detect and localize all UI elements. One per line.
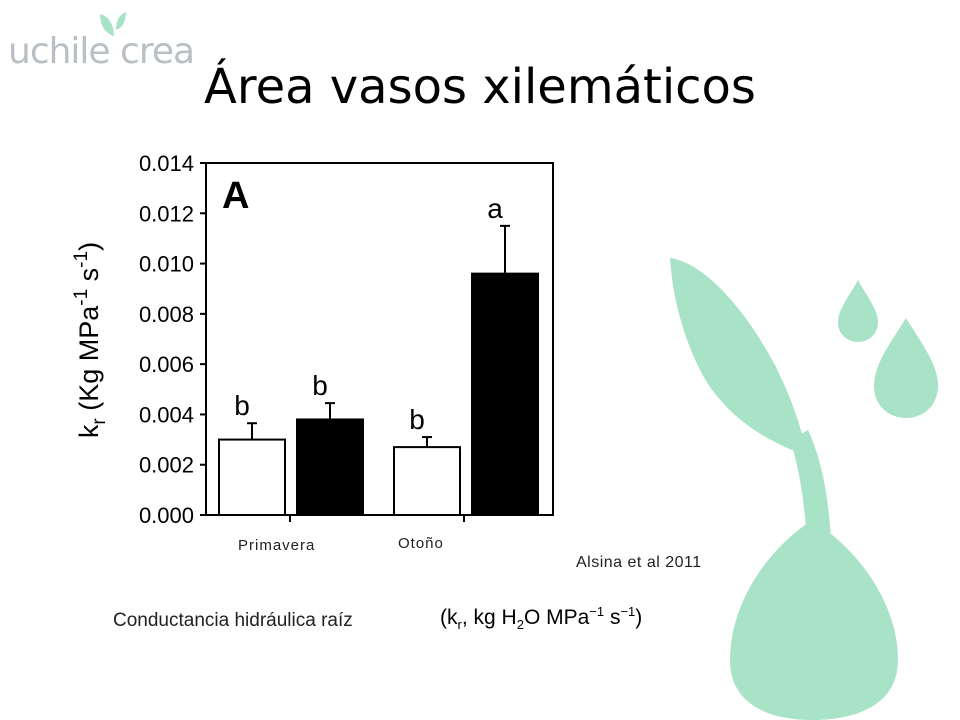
panel-label: A: [222, 175, 249, 217]
unit-expression: (kr, kg H2O MPa−1 s−1): [440, 604, 643, 633]
logo-text: uchile crea: [8, 31, 195, 72]
bar: [218, 438, 286, 517]
y-tick-label: 0.008: [139, 302, 194, 327]
y-tick-label: 0.012: [139, 201, 194, 226]
x-category-label: Primavera: [238, 537, 316, 554]
y-tick-label: 0.014: [139, 151, 194, 176]
sprout-icon: [100, 12, 126, 36]
plot-frame: [205, 162, 554, 516]
y-tick-label: 0.000: [139, 503, 194, 528]
bar-letter: b: [234, 390, 250, 421]
y-tick-label: 0.010: [139, 252, 194, 277]
logo: uchile crea: [8, 10, 198, 72]
bar-letter: a: [487, 193, 503, 224]
y-axis-label: kr (Kg MPa-1 s-1): [71, 242, 110, 438]
y-axis: 0.000 0.002 0.004 0.006 0.008 0.010 0.012 0.014: [139, 151, 206, 528]
bars: b b b a: [218, 193, 539, 517]
x-category-label: Otoño: [398, 535, 444, 552]
caption: Conductancia hidráulica raíz: [113, 610, 353, 631]
bar: [393, 446, 461, 516]
bar-letter: b: [409, 404, 425, 435]
citation: Alsina et al 2011: [576, 554, 702, 571]
bar: [471, 272, 539, 516]
bar-letter: b: [312, 370, 328, 401]
y-tick-label: 0.002: [139, 453, 194, 478]
y-tick-label: 0.006: [139, 352, 194, 377]
page-title: Área vasos xilemáticos: [204, 59, 756, 115]
x-axis: [289, 515, 465, 522]
drop-icon: [838, 280, 878, 342]
leaf-icon: [670, 258, 806, 455]
bar: [296, 418, 364, 517]
y-tick-label: 0.004: [139, 402, 194, 427]
drop-icon: [874, 318, 938, 418]
